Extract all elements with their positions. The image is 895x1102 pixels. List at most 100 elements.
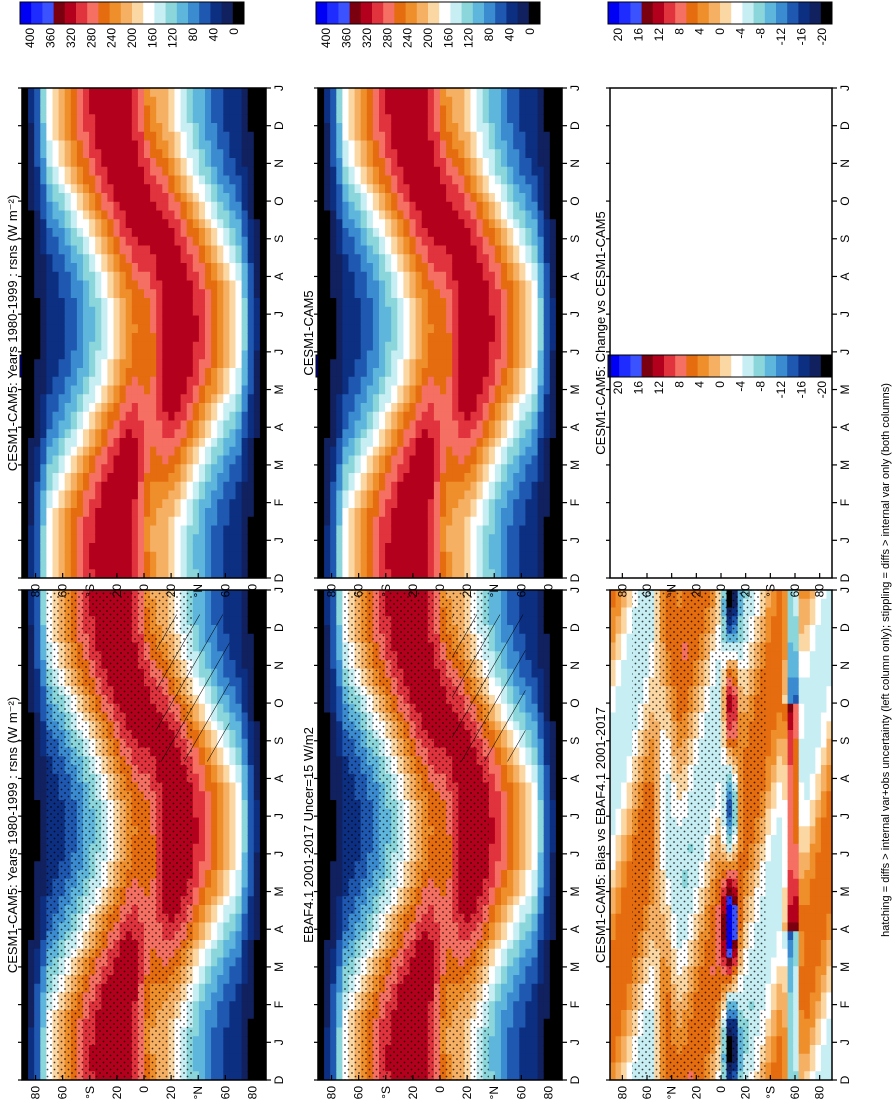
heatmap-cell xyxy=(76,105,84,115)
heatmap-cell xyxy=(22,817,29,827)
heatmap-cell xyxy=(241,660,249,670)
heatmap-cell xyxy=(46,420,54,430)
heatmap-cell xyxy=(40,905,47,915)
heatmap-cell xyxy=(162,551,169,562)
heatmap-cell xyxy=(131,516,139,527)
heatmap-cell xyxy=(223,1062,230,1072)
heatmap-cell xyxy=(247,516,255,527)
heatmap-cell xyxy=(144,280,151,290)
heatmap-cell xyxy=(22,105,29,115)
heatmap-cell xyxy=(253,773,261,784)
heatmap-cell xyxy=(46,411,54,422)
heatmap-cell xyxy=(70,315,78,325)
heatmap-cells xyxy=(22,88,266,578)
heatmap-cell xyxy=(192,315,200,325)
heatmap-cell xyxy=(131,263,139,273)
heatmap-cell xyxy=(156,481,163,492)
heatmap-cell xyxy=(34,905,41,915)
heatmap-cell xyxy=(223,590,230,600)
heatmap-cell xyxy=(52,298,60,308)
heatmap-cell xyxy=(101,376,108,387)
heatmap-cell xyxy=(34,263,41,273)
heatmap-cell xyxy=(28,896,35,906)
heatmap-cell xyxy=(168,438,176,448)
heatmap-cell xyxy=(22,1071,29,1080)
heatmap-cell xyxy=(70,324,78,334)
heatmap-cell xyxy=(324,948,331,959)
heatmap-cell xyxy=(113,280,121,290)
heatmap-cell xyxy=(119,525,127,535)
heatmap-cell xyxy=(125,350,133,360)
heatmap-cell xyxy=(52,96,60,107)
heatmap-cell xyxy=(229,747,237,757)
heatmap-cell xyxy=(223,817,230,827)
heatmap-cell xyxy=(241,446,249,457)
heatmap-cell xyxy=(253,756,261,766)
heatmap-cell xyxy=(241,983,249,994)
heatmap-cell xyxy=(137,569,145,578)
heatmap-cell xyxy=(259,607,266,617)
heatmap-cell xyxy=(107,464,115,474)
heatmap-cell xyxy=(330,992,337,1002)
heatmap-cell xyxy=(76,88,84,98)
heatmap-cell xyxy=(211,896,218,906)
heatmap-cell xyxy=(223,140,230,150)
heatmap-cell xyxy=(125,140,133,150)
heatmap-cell xyxy=(34,625,41,635)
heatmap-cell xyxy=(83,236,90,247)
heatmap-cell xyxy=(137,438,145,448)
heatmap-cell xyxy=(211,490,218,500)
heatmap-cell xyxy=(174,481,182,492)
heatmap-cell xyxy=(107,149,115,159)
heatmap-cell xyxy=(113,368,121,378)
heatmap-cell xyxy=(336,642,343,652)
heatmap-cell xyxy=(336,843,343,854)
heatmap-cell xyxy=(70,306,78,317)
heatmap-cell xyxy=(318,616,325,626)
heatmap-cell xyxy=(259,835,266,845)
heatmap-cell xyxy=(107,271,115,282)
heatmap-cell xyxy=(76,438,84,448)
heatmap-cell xyxy=(89,429,96,439)
heatmap-cell xyxy=(259,551,266,562)
heatmap-cell xyxy=(247,922,255,932)
heatmap-cell xyxy=(46,201,54,212)
heatmap-cell xyxy=(318,966,325,976)
heatmap-cell xyxy=(64,324,72,334)
heatmap-cell xyxy=(205,992,212,1002)
heatmap-cell xyxy=(192,887,200,897)
heatmap-cell xyxy=(205,905,212,915)
heatmap-cell xyxy=(46,481,54,492)
heatmap-cell xyxy=(235,263,243,273)
heatmap-cell xyxy=(186,210,194,220)
heatmap-cell xyxy=(34,940,41,950)
heatmap-cell xyxy=(40,730,47,740)
heatmap-cell xyxy=(198,843,206,854)
heatmap-cell xyxy=(131,411,139,422)
heatmap-cell xyxy=(156,376,163,387)
heatmap-cell xyxy=(150,376,157,387)
heatmap-cell xyxy=(22,403,29,413)
heatmap-cell xyxy=(95,508,102,518)
heatmap-cell xyxy=(229,686,237,696)
heatmap-cell xyxy=(137,289,145,299)
heatmap-cell xyxy=(58,560,66,570)
heatmap-cell xyxy=(58,158,66,168)
heatmap-cell xyxy=(192,96,200,107)
heatmap-cell xyxy=(95,219,102,229)
heatmap-cell xyxy=(101,385,108,395)
heatmap-cell xyxy=(137,298,145,308)
heatmap-cell xyxy=(40,931,47,941)
heatmap-cell xyxy=(22,175,29,185)
heatmap-cell xyxy=(235,590,243,600)
heatmap-cell xyxy=(259,158,266,168)
heatmap-cell xyxy=(217,140,224,150)
heatmap-cell xyxy=(168,298,176,308)
heatmap-cell xyxy=(76,298,84,308)
heatmap-cell xyxy=(40,551,47,562)
heatmap-cell xyxy=(192,607,200,617)
heatmap-cell xyxy=(223,765,230,775)
heatmap-cell xyxy=(241,201,249,212)
heatmap-cell xyxy=(217,922,224,932)
heatmap-cell xyxy=(198,149,206,159)
